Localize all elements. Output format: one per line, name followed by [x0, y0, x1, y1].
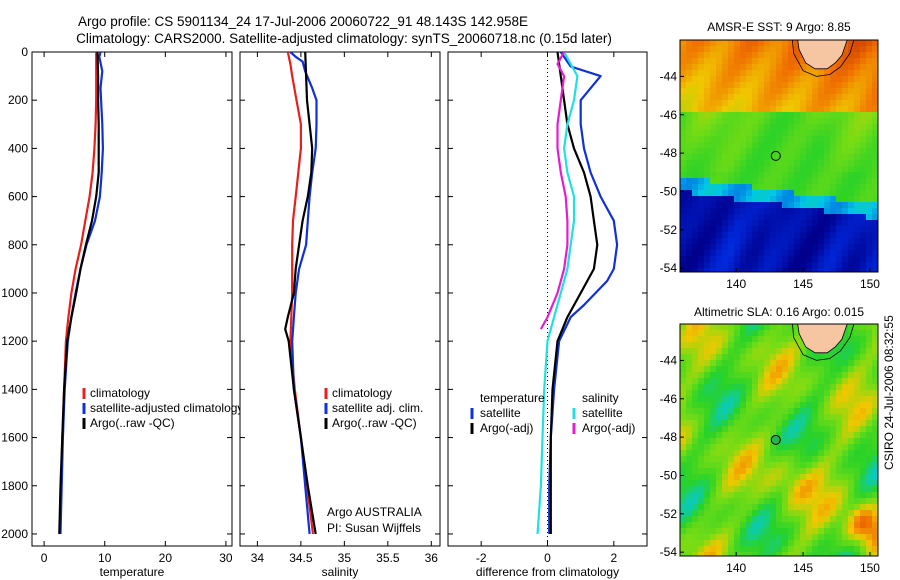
map-y-tick-label: -54	[660, 261, 678, 275]
x-tick-label: 36	[425, 551, 439, 565]
y-tick-label: 400	[8, 141, 28, 155]
x-tick-label: 0	[544, 551, 551, 565]
temperature-profile-panel: 0 10 20 30 temperature 0 200 400 600 800 1000 1200 1…	[1, 45, 243, 579]
series-line-satellite_salinity	[536, 52, 579, 535]
map-title: AMSR-E SST: 9 Argo: 8.85	[707, 20, 851, 34]
map-title: Altimetric SLA: 0.16 Argo: 0.015	[694, 305, 864, 319]
legend-column-title: temperature	[480, 391, 545, 405]
map-y-tick-label: -46	[660, 108, 678, 122]
x-tick-label: 0	[41, 551, 48, 565]
y-tick-label: 1000	[1, 286, 28, 300]
sst-map-panel: AMSR-E SST: 9 Argo: 8.85 140 145 150 -44 -46 -…	[660, 20, 881, 291]
map-y-tick-label: -46	[660, 392, 678, 406]
legend-label: climatology	[90, 386, 150, 400]
x-tick-label: -2	[476, 551, 487, 565]
x-tick-label: 34	[251, 551, 265, 565]
shelf-contour	[791, 324, 855, 361]
map-y-tick-label: -48	[660, 146, 678, 160]
salinity-profile-panel: 34 34.5 35 35.5 36 salinity climatologysatelli…	[239, 51, 441, 579]
plot-frame	[239, 51, 441, 547]
figure-title-line2: Climatology: CARS2000. Satellite-adjuste…	[76, 31, 612, 46]
argo-float-marker	[770, 434, 781, 445]
x-tick-label: 35.5	[376, 551, 400, 565]
series-line-argo_salinity	[539, 52, 569, 330]
x-tick-label: 34.5	[289, 551, 313, 565]
series-group	[284, 52, 318, 535]
x-axis-label: salinity	[322, 565, 359, 579]
sla-map-panel: Altimetric SLA: 0.16 Argo: 0.015 140 145 15…	[660, 305, 881, 575]
legend-label: Argo(..raw -QC)	[90, 416, 175, 430]
map-x-tick-label: 140	[726, 561, 746, 575]
series-group	[536, 52, 619, 535]
map-y-tick-label: -44	[660, 69, 678, 83]
map-frame	[679, 323, 879, 557]
y-tick-label: 200	[8, 93, 28, 107]
legend-column-title: salinity	[582, 391, 619, 405]
sst-field	[680, 40, 878, 272]
annotation-text: PI: Susan Wijffels	[327, 521, 421, 535]
legend-label: satellite adj. clim.	[332, 401, 423, 415]
x-axis-label: difference from climatology	[476, 565, 619, 579]
argo-float-marker	[770, 150, 781, 161]
x-tick-label: 2	[610, 551, 617, 565]
x-tick-label: 20	[159, 551, 173, 565]
legend-label: satellite	[582, 406, 623, 420]
series-group	[58, 52, 104, 535]
y-tick-label: 1200	[1, 334, 28, 348]
map-y-tick-label: -44	[660, 353, 678, 367]
series-line-argo	[284, 52, 317, 535]
x-tick-label: 10	[98, 551, 112, 565]
tasmania-landmass	[797, 324, 848, 354]
map-y-tick-label: -50	[660, 184, 678, 198]
tasmania-landmass	[797, 40, 848, 70]
figure-title-line1: Argo profile: CS 5901134_24 17-Jul-2006 …	[78, 14, 528, 29]
series-line-argo	[58, 52, 100, 535]
map-y-tick-label: -50	[660, 468, 678, 482]
y-tick-label: 1800	[1, 479, 28, 493]
legend-label: climatology	[332, 386, 392, 400]
plot-frame	[31, 51, 233, 547]
map-y-tick-label: -52	[660, 223, 678, 237]
map-y-tick-label: -54	[660, 545, 678, 559]
sla-field	[680, 324, 878, 556]
map-y-tick-label: -48	[660, 430, 678, 444]
y-tick-label: 1600	[1, 431, 28, 445]
x-tick-label: 30	[219, 551, 233, 565]
shelf-contour	[791, 40, 855, 77]
y-tick-label: 2000	[1, 527, 28, 541]
map-x-tick-label: 145	[793, 277, 813, 291]
x-axis-label: temperature	[100, 565, 165, 579]
series-line-argo	[549, 52, 599, 534]
y-tick-label: 800	[8, 238, 28, 252]
creation-stamp: CSIRO 24-Jul-2006 08:32:55	[882, 315, 896, 470]
legend-label: satellite-adjusted climatology	[90, 401, 243, 415]
legend-label: Argo(-adj)	[582, 421, 635, 435]
map-x-tick-label: 140	[726, 277, 746, 291]
series-line-satellite	[548, 52, 619, 534]
map-x-tick-label: 150	[860, 561, 880, 575]
legend-label: satellite	[480, 406, 521, 420]
x-tick-label: 35	[338, 551, 352, 565]
map-x-tick-label: 145	[793, 561, 813, 575]
y-tick-label: 0	[21, 45, 28, 59]
y-tick-label: 1400	[1, 382, 28, 396]
annotation-text: Argo AUSTRALIA	[327, 505, 422, 519]
legend-label: Argo(-adj)	[480, 421, 533, 435]
y-tick-label: 600	[8, 190, 28, 204]
legend-label: Argo(..raw -QC)	[332, 416, 417, 430]
plot-frame	[447, 51, 648, 547]
map-x-tick-label: 150	[860, 277, 880, 291]
map-frame	[679, 39, 879, 273]
map-y-tick-label: -52	[660, 507, 678, 521]
